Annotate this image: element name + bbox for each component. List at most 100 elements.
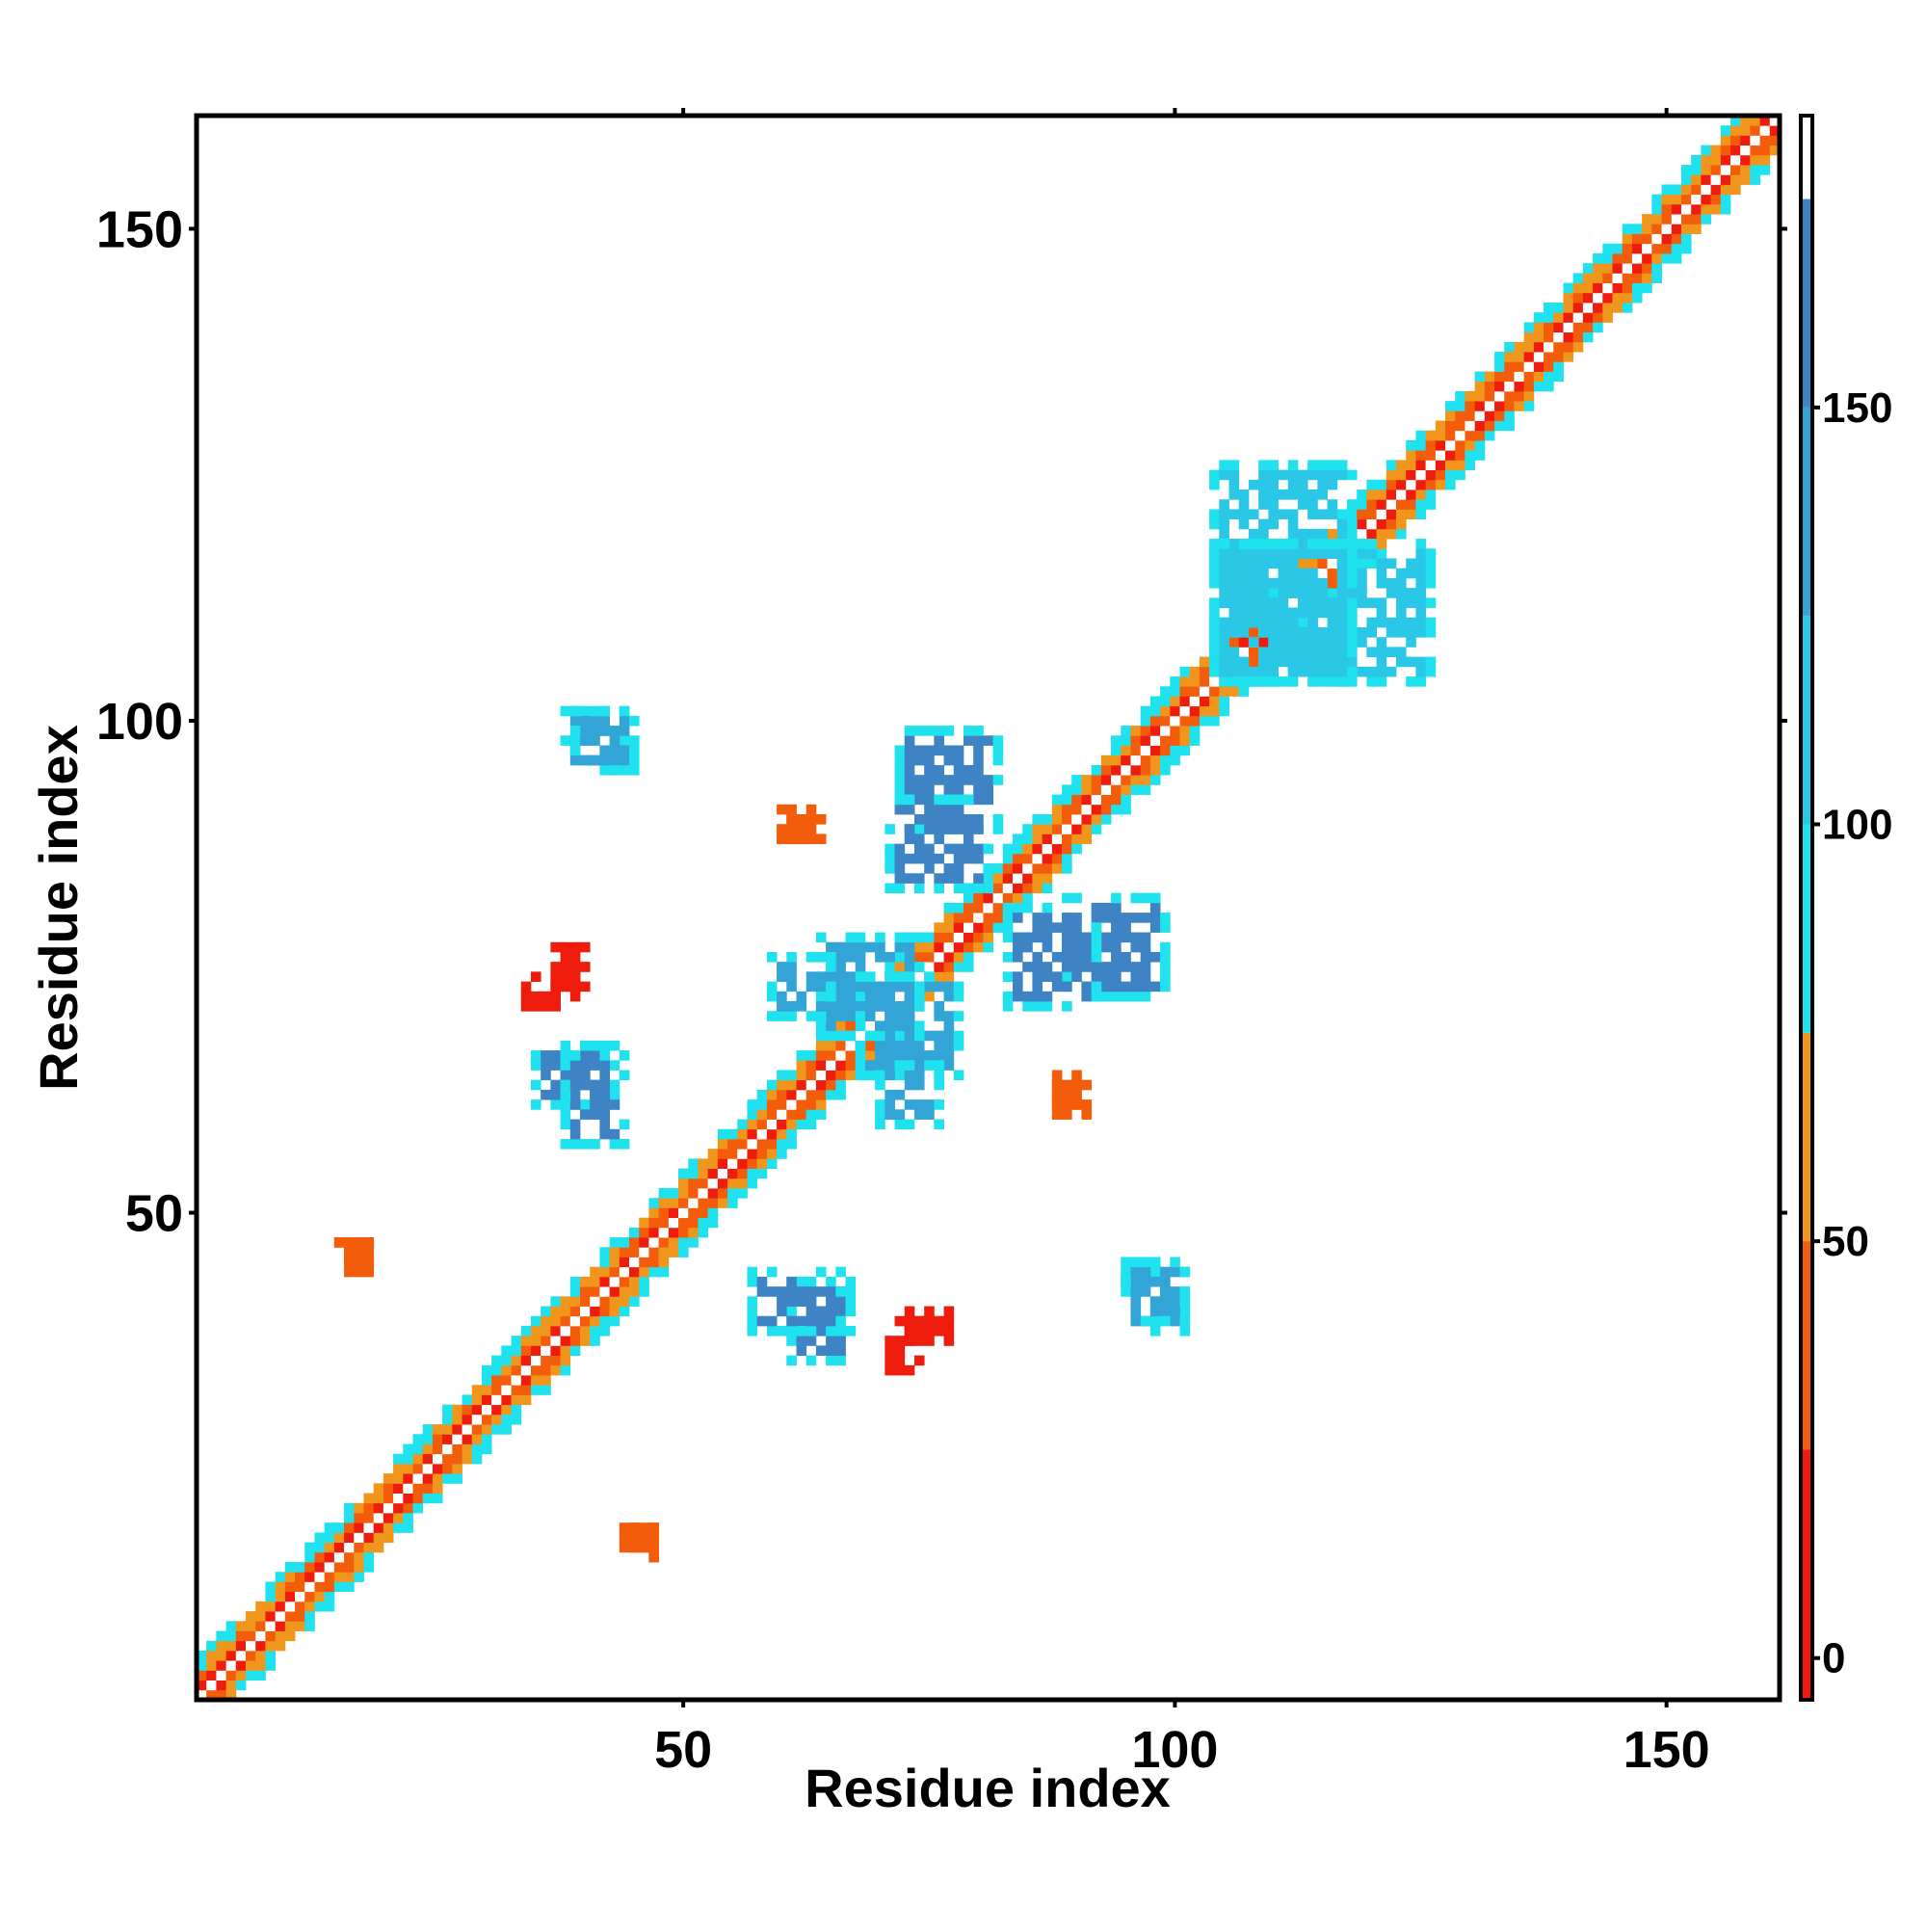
heatmap-cell xyxy=(826,1306,836,1317)
heatmap-cell xyxy=(1572,282,1584,294)
heatmap-cell xyxy=(1504,361,1515,372)
heatmap-cell xyxy=(884,1011,895,1021)
heatmap-cell xyxy=(1209,597,1220,608)
heatmap-cell xyxy=(884,1001,895,1012)
heatmap-cell xyxy=(884,883,895,894)
heatmap-cell xyxy=(1100,971,1112,982)
heatmap-cell xyxy=(1219,656,1229,668)
heatmap-cell xyxy=(1406,626,1416,638)
heatmap-cell xyxy=(1219,676,1229,687)
heatmap-cell xyxy=(255,1660,266,1671)
heatmap-cell xyxy=(1081,794,1093,806)
heatmap-cell xyxy=(1357,539,1367,549)
heatmap-cell xyxy=(924,726,935,736)
heatmap-cell xyxy=(1032,913,1043,923)
heatmap-cell xyxy=(1199,715,1210,727)
heatmap-cell xyxy=(1071,932,1082,943)
heatmap-cell xyxy=(943,922,955,933)
heatmap-cell xyxy=(1465,439,1476,451)
heatmap-cell xyxy=(599,1050,610,1061)
heatmap-cell xyxy=(786,962,797,972)
heatmap-cell xyxy=(796,1119,807,1130)
heatmap-cell xyxy=(1258,617,1269,628)
heatmap-cell xyxy=(1022,892,1033,904)
heatmap-cell xyxy=(432,1463,443,1474)
heatmap-cell xyxy=(1622,282,1633,294)
heatmap-cell xyxy=(599,1315,610,1327)
heatmap-cell xyxy=(1336,617,1348,628)
heatmap-cell xyxy=(1455,450,1465,461)
heatmap-cell xyxy=(1062,784,1072,795)
heatmap-cell xyxy=(1435,460,1446,470)
heatmap-cell xyxy=(1602,273,1613,283)
heatmap-cell xyxy=(324,1551,335,1563)
heatmap-cell xyxy=(1121,775,1131,785)
heatmap-cell xyxy=(894,1040,906,1051)
heatmap-cell xyxy=(403,1453,413,1465)
heatmap-cell xyxy=(855,951,866,963)
heatmap-cell xyxy=(216,1630,227,1642)
heatmap-cell xyxy=(707,1178,719,1189)
heatmap-cell xyxy=(766,1266,778,1278)
heatmap-cell xyxy=(884,1089,895,1100)
heatmap-cell xyxy=(579,1336,591,1346)
heatmap-cell xyxy=(904,1030,915,1042)
heatmap-cell xyxy=(924,971,935,982)
heatmap-cell xyxy=(1435,420,1446,432)
heatmap-cell xyxy=(530,1385,541,1395)
heatmap-cell xyxy=(1680,243,1692,254)
heatmap-cell xyxy=(1219,509,1229,520)
heatmap-cell xyxy=(953,863,964,874)
heatmap-cell xyxy=(1130,735,1142,746)
heatmap-cell xyxy=(1209,509,1220,520)
heatmap-cell xyxy=(904,1119,915,1130)
heatmap-cell xyxy=(412,1502,424,1514)
heatmap-cell xyxy=(481,1434,492,1444)
heatmap-cell xyxy=(943,754,955,766)
heatmap-cell xyxy=(1406,656,1416,668)
heatmap-cell xyxy=(1514,371,1525,383)
heatmap-cell xyxy=(805,834,817,845)
heatmap-cell xyxy=(1376,607,1387,619)
heatmap-cell xyxy=(1160,715,1171,727)
heatmap-cell xyxy=(1013,902,1023,913)
heatmap-cell xyxy=(1445,469,1456,481)
heatmap-cell xyxy=(1219,568,1229,579)
heatmap-cell xyxy=(717,1138,728,1150)
heatmap-cell xyxy=(855,1060,866,1071)
heatmap-cell xyxy=(1062,1099,1072,1110)
heatmap-cell xyxy=(1396,528,1407,540)
heatmap-cell xyxy=(1032,873,1043,884)
heatmap-cell xyxy=(1386,666,1397,677)
heatmap-cell xyxy=(1140,715,1151,727)
heatmap-cell xyxy=(973,892,984,904)
heatmap-cell xyxy=(934,834,944,845)
heatmap-cell xyxy=(777,1099,787,1110)
heatmap-cell xyxy=(1130,754,1142,766)
heatmap-cell xyxy=(1228,597,1240,608)
heatmap-cell xyxy=(835,1070,846,1081)
heatmap-cell xyxy=(707,1158,719,1169)
heatmap-cell xyxy=(1307,490,1318,500)
heatmap-cell xyxy=(1032,962,1043,972)
heatmap-cell xyxy=(1248,568,1259,579)
heatmap-cell xyxy=(648,1247,660,1257)
heatmap-cell xyxy=(629,1296,640,1307)
heatmap-cell xyxy=(1307,509,1318,520)
heatmap-cell xyxy=(569,1070,581,1081)
heatmap-cell xyxy=(569,1315,581,1327)
plot-frame xyxy=(194,113,1782,1703)
heatmap-cell xyxy=(1366,626,1377,638)
heatmap-cell xyxy=(599,1306,610,1317)
heatmap-cell xyxy=(913,1001,925,1012)
heatmap-cell xyxy=(1268,637,1279,648)
heatmap-cell xyxy=(1121,1266,1131,1278)
heatmap-cell xyxy=(904,1315,915,1327)
heatmap-cell xyxy=(1071,834,1082,845)
heatmap-cell xyxy=(934,735,944,746)
heatmap-cell xyxy=(619,1119,630,1130)
heatmap-cell xyxy=(363,1266,375,1278)
heatmap-cell xyxy=(560,951,571,963)
heatmap-cell xyxy=(1160,913,1171,923)
heatmap-cell xyxy=(541,991,551,1002)
